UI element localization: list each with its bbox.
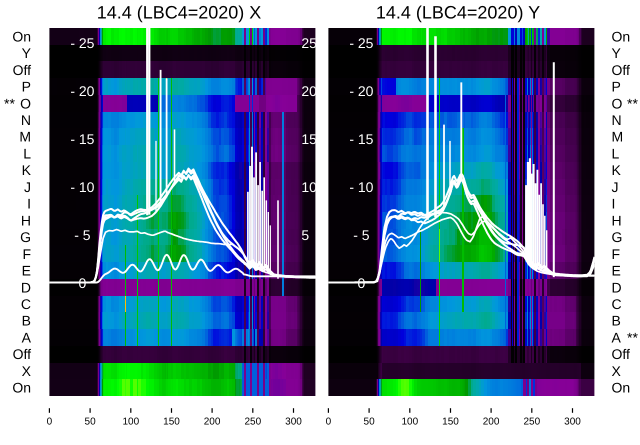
svg-text:Y: Y <box>22 45 32 61</box>
svg-text:15: 15 <box>301 131 317 147</box>
svg-text:0: 0 <box>47 417 53 428</box>
svg-text:- 5: - 5 <box>74 227 91 243</box>
svg-text:K: K <box>22 162 32 178</box>
svg-text:- 20: - 20 <box>349 83 373 99</box>
svg-text:250: 250 <box>244 417 261 428</box>
svg-text:- 15: - 15 <box>70 131 94 147</box>
svg-text:- 10: - 10 <box>349 179 373 195</box>
svg-text:O: O <box>20 95 31 111</box>
svg-text:N: N <box>612 112 622 128</box>
svg-text:H: H <box>21 212 31 228</box>
svg-text:200: 200 <box>204 417 221 428</box>
svg-text:Off: Off <box>13 62 32 78</box>
svg-text:G: G <box>20 229 31 245</box>
svg-text:On: On <box>12 28 31 44</box>
svg-text:A: A <box>22 330 32 346</box>
svg-text:B: B <box>612 313 621 329</box>
svg-text:C: C <box>21 296 31 312</box>
svg-text:**: ** <box>627 95 638 111</box>
svg-text:150: 150 <box>442 417 459 428</box>
svg-text:25: 25 <box>301 35 317 51</box>
svg-text:F: F <box>22 246 31 262</box>
svg-text:200: 200 <box>483 417 500 428</box>
svg-text:I: I <box>27 196 31 212</box>
svg-text:On: On <box>12 380 31 396</box>
svg-text:M: M <box>612 129 624 145</box>
svg-text:- 25: - 25 <box>70 35 94 51</box>
svg-text:14.4 (LBC4=2020) X: 14.4 (LBC4=2020) X <box>97 3 262 23</box>
svg-text:- 20: - 20 <box>70 83 94 99</box>
svg-text:**: ** <box>627 330 638 346</box>
svg-text:300: 300 <box>285 417 302 428</box>
svg-text:250: 250 <box>523 417 540 428</box>
svg-text:Off: Off <box>612 62 631 78</box>
svg-text:Y: Y <box>612 45 622 61</box>
svg-text:14.4 (LBC4=2020) Y: 14.4 (LBC4=2020) Y <box>376 3 540 23</box>
svg-text:C: C <box>612 296 622 312</box>
svg-text:J: J <box>24 179 31 195</box>
svg-text:300: 300 <box>564 417 581 428</box>
svg-text:E: E <box>22 263 31 279</box>
svg-text:G: G <box>612 229 623 245</box>
svg-text:O: O <box>612 95 623 111</box>
svg-text:I: I <box>612 196 616 212</box>
svg-text:On: On <box>612 380 631 396</box>
svg-text:P: P <box>22 79 31 95</box>
svg-text:50: 50 <box>85 417 97 428</box>
svg-text:E: E <box>612 263 621 279</box>
svg-text:M: M <box>19 129 31 145</box>
svg-text:J: J <box>612 179 619 195</box>
svg-text:- 10: - 10 <box>70 179 94 195</box>
svg-text:Off: Off <box>13 346 32 362</box>
svg-text:0: 0 <box>79 275 87 291</box>
svg-text:- 5: - 5 <box>353 227 370 243</box>
svg-text:D: D <box>21 279 31 295</box>
svg-text:P: P <box>612 79 621 95</box>
svg-text:Off: Off <box>612 346 631 362</box>
svg-text:0: 0 <box>358 275 366 291</box>
svg-text:D: D <box>612 279 622 295</box>
svg-text:On: On <box>612 28 631 44</box>
svg-text:50: 50 <box>364 417 376 428</box>
svg-text:H: H <box>612 212 622 228</box>
svg-text:100: 100 <box>401 417 418 428</box>
svg-text:150: 150 <box>163 417 180 428</box>
svg-text:5: 5 <box>301 227 309 243</box>
svg-text:20: 20 <box>301 83 317 99</box>
svg-text:100: 100 <box>122 417 139 428</box>
svg-text:L: L <box>23 146 31 162</box>
svg-text:**: ** <box>4 95 15 111</box>
svg-text:- 25: - 25 <box>349 35 373 51</box>
svg-text:- 15: - 15 <box>349 131 373 147</box>
svg-text:L: L <box>612 146 620 162</box>
svg-text:X: X <box>612 363 622 379</box>
svg-text:X: X <box>22 363 32 379</box>
svg-text:K: K <box>612 162 622 178</box>
svg-text:10: 10 <box>301 179 317 195</box>
svg-text:F: F <box>612 246 621 262</box>
svg-text:B: B <box>22 313 31 329</box>
svg-text:0: 0 <box>326 417 332 428</box>
svg-text:A: A <box>612 330 622 346</box>
svg-text:N: N <box>21 112 31 128</box>
